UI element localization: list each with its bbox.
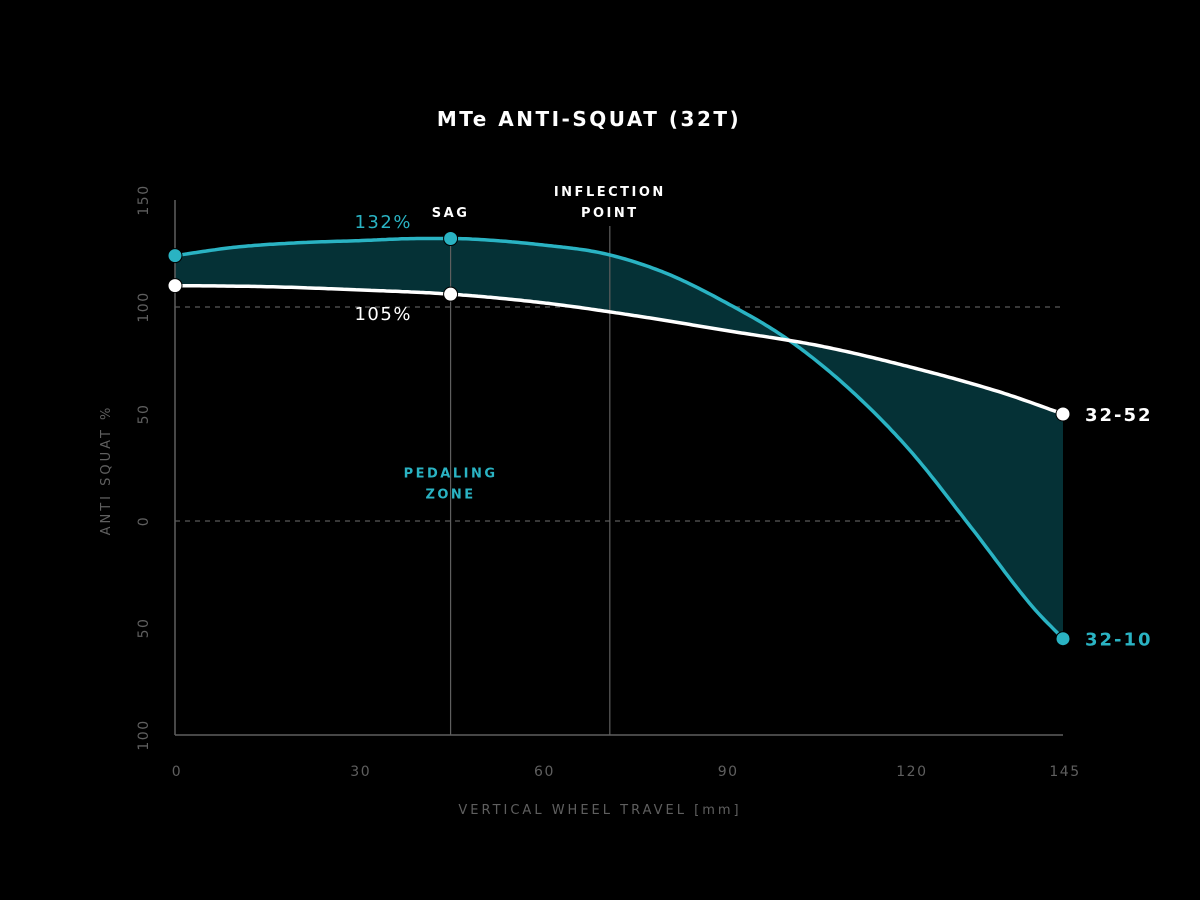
x-tick-label: 30	[350, 764, 371, 780]
y-tick-label: 50	[136, 618, 152, 639]
axis-layer: 0 30 60 90 120 145 150 100 50 0 50 100	[136, 184, 1080, 780]
chart-title: MTe ANTI-SQUAT (32T)	[437, 107, 741, 131]
y-axis-title: ANTI SQUAT %	[99, 405, 114, 536]
series-point	[1055, 631, 1071, 647]
series-point	[1055, 406, 1071, 422]
fill-layer	[175, 238, 1063, 639]
y-tick-label: 100	[136, 719, 152, 750]
x-axis-title: VERTICAL WHEEL TRAVEL [mm]	[458, 803, 741, 818]
y-tick-label: 0	[136, 516, 152, 526]
area-between-series	[175, 238, 1063, 639]
vertical-line-label: POINT	[581, 206, 639, 221]
series-point	[443, 286, 459, 302]
y-tick-label: 100	[136, 291, 152, 322]
x-tick-label: 90	[718, 764, 739, 780]
value-annotation: 132%	[354, 212, 411, 233]
zone-label: PEDALING	[404, 466, 498, 481]
series-end-label: 32-10	[1085, 630, 1153, 651]
x-tick-label: 60	[534, 764, 555, 780]
y-tick-label: 50	[136, 404, 152, 425]
x-tick-label: 120	[896, 764, 927, 780]
label-layer: SAG INFLECTION POINT PEDALING ZONE 32-10 32-52…	[354, 185, 1153, 651]
series-line	[173, 283, 1065, 416]
value-annotation: 105%	[354, 304, 411, 325]
series-point	[167, 278, 183, 294]
y-tick-label: 150	[136, 184, 152, 215]
series-line	[173, 236, 1065, 641]
series-point	[443, 231, 459, 247]
series-end-label: 32-52	[1085, 405, 1153, 426]
zone-label: ZONE	[425, 487, 475, 502]
x-tick-label: 0	[172, 764, 182, 780]
series-layer	[167, 231, 1071, 647]
series-point	[167, 248, 183, 264]
x-tick-label: 145	[1049, 764, 1080, 780]
vertical-line-label: SAG	[432, 206, 470, 221]
vertical-line-label: INFLECTION	[554, 185, 666, 200]
